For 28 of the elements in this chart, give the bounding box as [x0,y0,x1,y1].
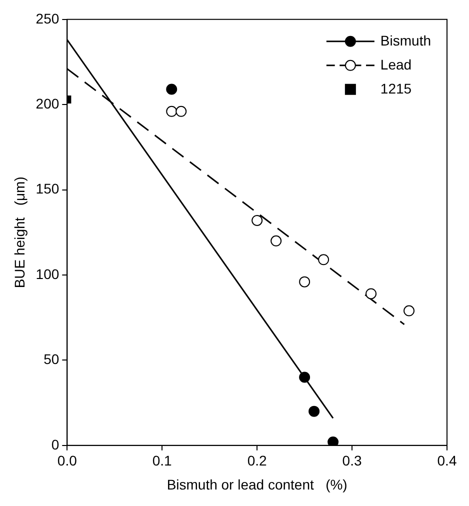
y-tick-label: 0 [51,436,60,452]
legend-label: Bismuth [380,32,432,48]
y-tick-label: 250 [36,10,60,26]
x-tick-label: 0.1 [152,452,172,469]
point [328,436,339,446]
y-tick-label: 150 [36,180,60,197]
point [366,288,377,300]
y-axis-title: BUE height (μm) [11,176,28,288]
point [299,372,310,383]
x-tick-label: 0.2 [247,452,268,469]
x-tick-label: 0.3 [342,452,362,469]
point [318,254,330,266]
y-tick-label: 200 [36,95,60,112]
point [299,276,310,288]
x-axis-title: Bismuth or lead content (%) [166,476,348,492]
y-tick-label: 100 [36,266,60,282]
point [252,214,263,226]
point [404,305,415,316]
x-tick-label: 0.0 [57,452,78,469]
point [166,106,178,117]
x-tick-label: 0.4 [437,452,457,469]
point [270,235,282,246]
legend-label: Lead [380,56,412,72]
point [176,106,187,117]
y-tick-label: 50 [44,351,60,368]
point [308,406,320,417]
legend-label: 1215 [380,80,412,96]
point [166,84,178,95]
